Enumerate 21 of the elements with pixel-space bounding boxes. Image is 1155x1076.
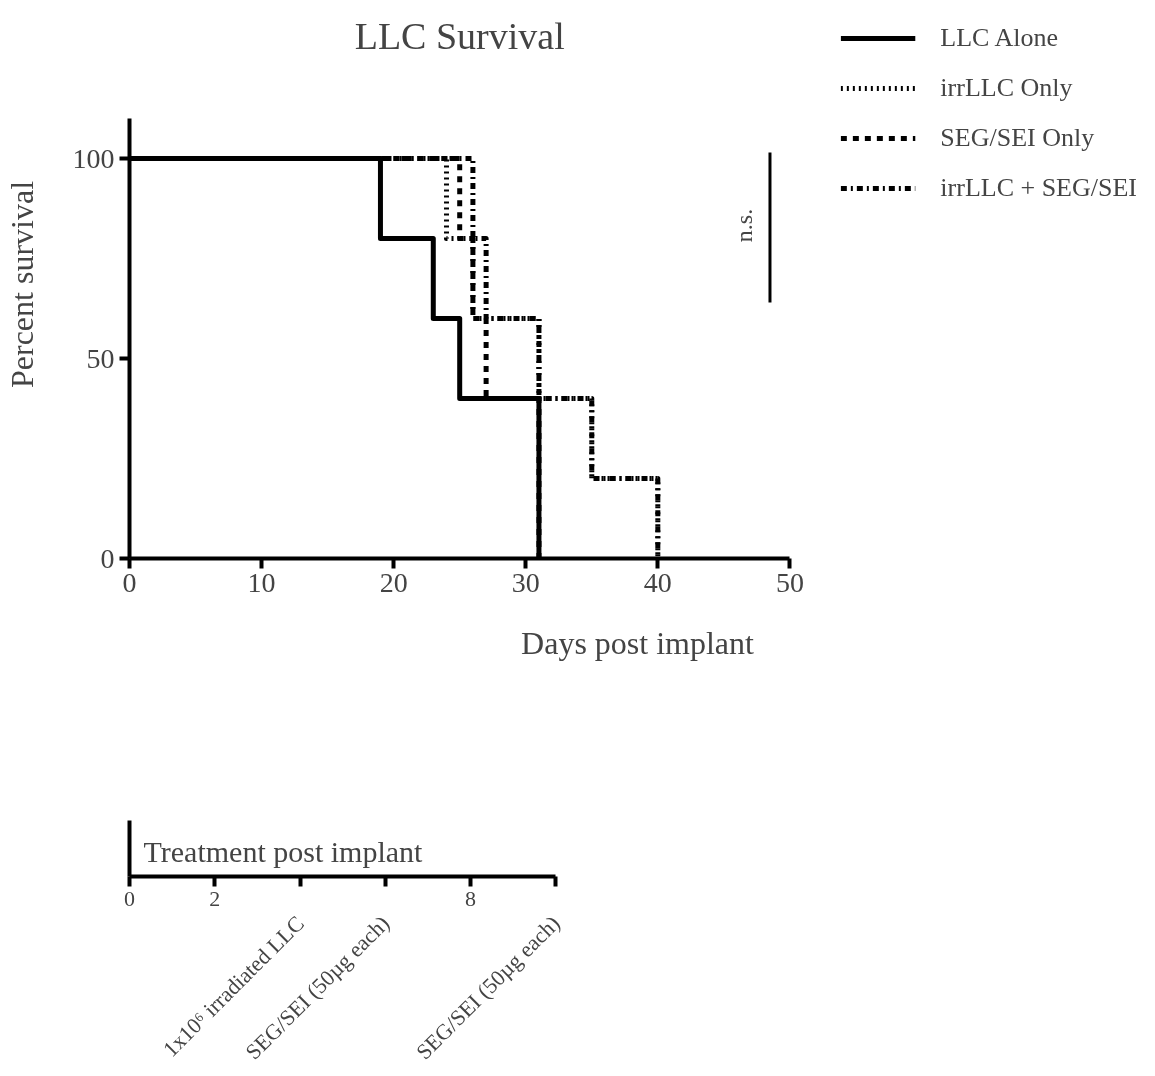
y-tick-label: 50 <box>86 342 115 374</box>
text: Treatment post implant <box>143 835 424 869</box>
text: 2 <box>209 885 221 911</box>
y-tick-label: 100 <box>72 142 115 174</box>
x-tick-label: 30 <box>511 566 540 598</box>
x-tick-label: 40 <box>643 566 672 598</box>
x-tick-label: 20 <box>379 566 408 598</box>
annotation: n.s. <box>731 208 758 243</box>
x-tick-label: 10 <box>247 566 276 598</box>
y-tick-label: 0 <box>100 542 115 574</box>
chart-title: LLC Survival <box>354 14 565 57</box>
legend-label: LLC Alone <box>940 23 1059 53</box>
text: 8 <box>465 885 477 911</box>
y-axis-title: Percent survival <box>3 180 40 389</box>
legend-label: irrLLC Only <box>940 73 1073 103</box>
x-tick-label: 0 <box>122 566 137 598</box>
legend-label: SEG/SEI Only <box>940 123 1095 153</box>
x-tick-label: 50 <box>775 566 804 598</box>
text: 0 <box>124 885 135 911</box>
legend-label: irrLLC + SEG/SEI <box>940 173 1137 203</box>
x-axis-title: Days post implant <box>521 624 755 661</box>
